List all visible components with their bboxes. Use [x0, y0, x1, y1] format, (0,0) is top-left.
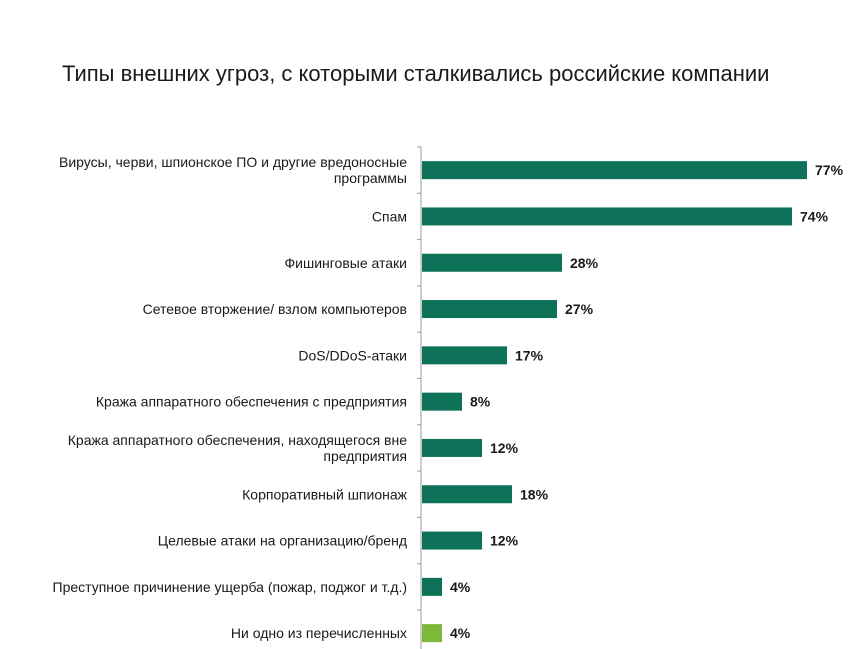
- data-label: 74%: [800, 208, 829, 224]
- data-label: 27%: [565, 301, 594, 317]
- data-label: 12%: [490, 533, 519, 549]
- category-label: Целевые атаки на организацию/бренд: [158, 533, 407, 549]
- data-label: 4%: [450, 579, 471, 595]
- category-label: Кража аппаратного обеспечения с предприя…: [96, 394, 407, 410]
- category-label: программы: [334, 170, 407, 186]
- data-label: 4%: [450, 625, 471, 641]
- category-label: Вирусы, черви, шпионское ПО и другие вре…: [59, 154, 407, 170]
- category-label: Ни одно из перечисленных: [231, 625, 407, 641]
- category-label: DoS/DDoS-атаки: [298, 347, 407, 363]
- bar: [422, 624, 442, 643]
- category-label: Сетевое вторжение/ взлом компьютеров: [143, 301, 407, 317]
- bar: [422, 438, 482, 457]
- category-label: предприятия: [323, 448, 407, 464]
- category-label: Фишинговые атаки: [285, 255, 407, 271]
- data-label: 18%: [520, 486, 549, 502]
- category-label: Кража аппаратного обеспечения, находящег…: [68, 432, 407, 448]
- category-label: Корпоративный шпионаж: [242, 486, 407, 502]
- bar: [422, 161, 807, 180]
- bar: [422, 531, 482, 550]
- bar: [422, 392, 462, 411]
- data-label: 28%: [570, 255, 599, 271]
- bar: [422, 300, 557, 319]
- data-label: 17%: [515, 347, 544, 363]
- category-label: Преступное причинение ущерба (пожар, под…: [53, 579, 407, 595]
- chart-title: Типы внешних угроз, с которыми сталкивал…: [62, 61, 770, 86]
- data-label: 77%: [815, 162, 844, 178]
- category-label: Спам: [372, 208, 407, 224]
- bar: [422, 577, 442, 596]
- bar: [422, 485, 512, 504]
- data-label: 8%: [470, 394, 491, 410]
- data-label: 12%: [490, 440, 519, 456]
- bar: [422, 253, 562, 272]
- bar: [422, 207, 792, 226]
- bar: [422, 346, 507, 365]
